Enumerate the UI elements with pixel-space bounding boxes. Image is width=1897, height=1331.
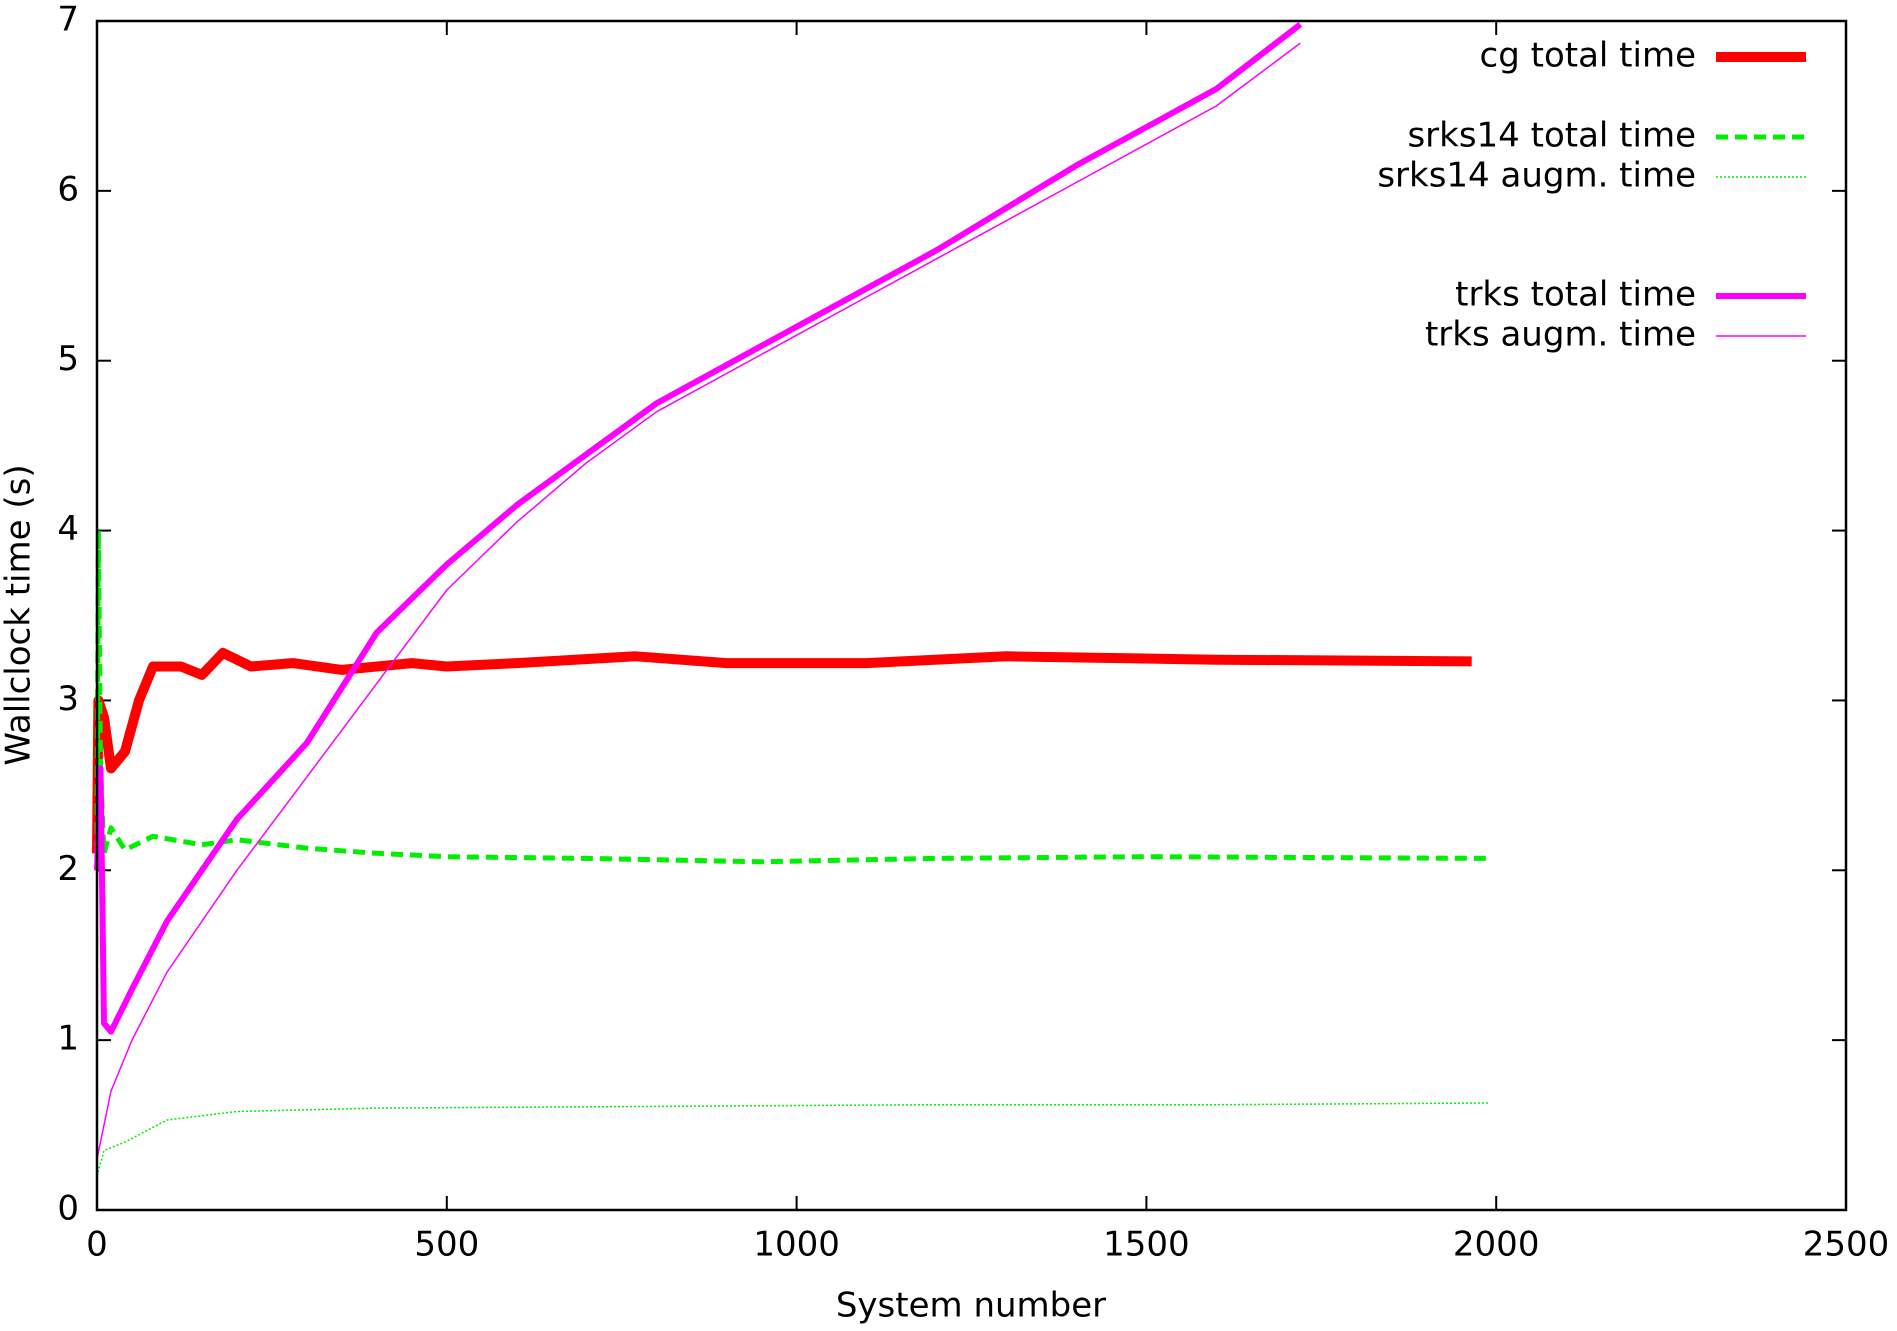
series-line bbox=[96, 1102, 1490, 1177]
series-line bbox=[94, 22, 1303, 1035]
legend-label: trks total time bbox=[1455, 275, 1696, 315]
legend-label: cg total time bbox=[1480, 36, 1696, 76]
legend-label: srks14 augm. time bbox=[1377, 156, 1696, 196]
x-axis-label: System number bbox=[836, 1286, 1106, 1326]
x-tick-label: 500 bbox=[414, 1225, 479, 1265]
y-tick-label: 0 bbox=[57, 1189, 79, 1229]
legend-label: srks14 total time bbox=[1407, 116, 1696, 156]
y-tick-label: 1 bbox=[57, 1019, 79, 1059]
y-axis-label: Wallclock time (s) bbox=[0, 464, 39, 765]
y-tick-label: 6 bbox=[57, 169, 79, 209]
y-tick-label: 7 bbox=[57, 0, 79, 40]
legend-label: trks augm. time bbox=[1425, 315, 1696, 355]
x-tick-label: 2000 bbox=[1453, 1225, 1540, 1265]
x-tick-label: 0 bbox=[86, 1225, 108, 1265]
x-tick-label: 1000 bbox=[753, 1225, 840, 1265]
y-tick-label: 4 bbox=[57, 509, 79, 549]
series-line bbox=[96, 42, 1301, 1160]
plot-frame bbox=[95, 19, 1848, 1212]
x-tick-label: 1500 bbox=[1103, 1225, 1190, 1265]
x-tick-label: 2500 bbox=[1803, 1225, 1890, 1265]
series-line bbox=[94, 528, 1490, 865]
y-tick-label: 3 bbox=[57, 679, 79, 719]
series-line bbox=[92, 647, 1472, 854]
y-tick-label: 2 bbox=[57, 849, 79, 889]
y-tick-label: 5 bbox=[57, 339, 79, 379]
